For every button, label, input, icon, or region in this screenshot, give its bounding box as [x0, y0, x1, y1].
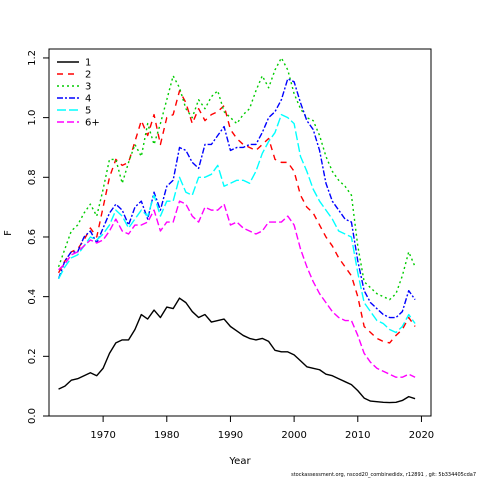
x-axis-label: Year [228, 456, 251, 467]
x-tick-label: 2020 [409, 430, 434, 441]
legend-label-1: 1 [85, 58, 91, 69]
legend-label-5: 5 [85, 106, 91, 117]
series-line-1 [58, 297, 416, 404]
y-tick-label: 0.2 [27, 348, 38, 364]
series-line-3 [57, 57, 416, 301]
legend-label-3: 3 [85, 82, 91, 93]
y-tick-label: 0.6 [27, 229, 38, 245]
source-caption: stockassessment.org, nscod20_combinedidx… [291, 472, 476, 478]
series-line-5 [57, 113, 416, 334]
series-line-4 [57, 78, 416, 319]
y-tick-label: 1.0 [27, 110, 38, 126]
y-tick-label: 0.4 [27, 289, 38, 305]
series-line-6+ [58, 200, 416, 378]
x-tick-label: 2010 [345, 430, 370, 441]
legend-label-2: 2 [85, 70, 91, 81]
y-axis: 0.0 0.2 0.4 0.6 0.8 1.0 1.2 [27, 50, 49, 424]
series-line-2 [57, 90, 416, 344]
series-layer [57, 57, 416, 404]
x-axis: 1970 1980 1990 2000 2010 2020 [90, 416, 434, 441]
x-tick-label: 2000 [281, 430, 306, 441]
x-tick-label: 1980 [154, 430, 179, 441]
y-axis-label: F [3, 230, 14, 236]
plot-frame [48, 48, 432, 417]
y-tick-label: 1.2 [27, 50, 38, 66]
legend-label-6+: 6+ [85, 118, 100, 129]
y-tick-label: 0.0 [27, 408, 38, 424]
x-tick-label: 1990 [218, 430, 243, 441]
y-tick-label: 0.8 [27, 169, 38, 185]
legend-label-4: 4 [85, 94, 91, 105]
x-tick-label: 1970 [90, 430, 115, 441]
